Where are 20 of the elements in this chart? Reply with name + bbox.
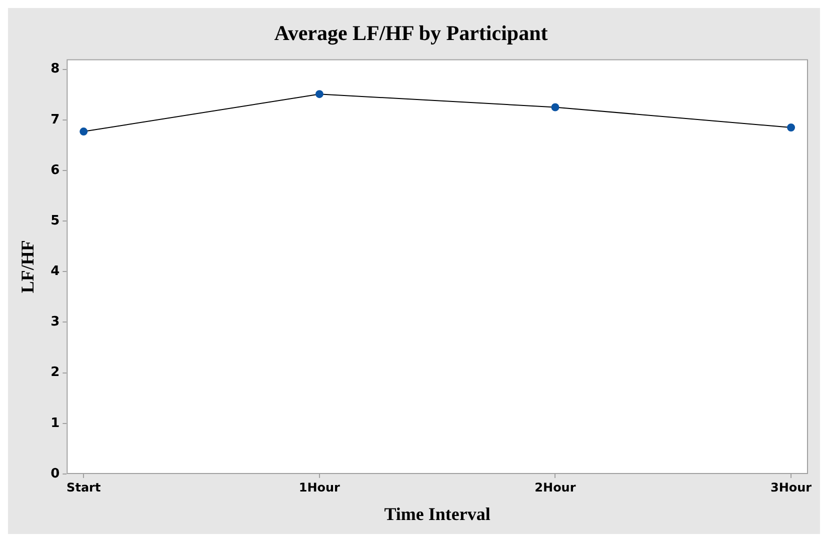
- x-axis-title: Time Interval: [384, 504, 490, 524]
- y-tick-label: 1: [50, 416, 60, 431]
- y-tick-label: 6: [50, 162, 60, 178]
- y-tick-label: 8: [50, 62, 60, 77]
- x-tick-label: Start: [66, 480, 101, 494]
- y-axis-title: LF/HF: [17, 240, 38, 294]
- point: [80, 128, 88, 136]
- point: [551, 103, 560, 112]
- chart-title: Average LF/HF by Participant: [274, 21, 548, 46]
- point: [787, 123, 796, 132]
- y-tick-label: 0: [50, 466, 60, 482]
- point: [315, 90, 324, 98]
- x-tick-label: 1Hour: [298, 480, 340, 494]
- y-tick-label: 4: [50, 264, 60, 280]
- y-tick-label: 7: [50, 112, 60, 128]
- y-tick-label: 5: [50, 213, 60, 228]
- y-tick-label: 2: [50, 365, 60, 380]
- x-tick-label: 2Hour: [534, 480, 576, 494]
- y-tick-label: 3: [50, 314, 60, 330]
- x-tick-label: 3Hour: [770, 480, 812, 494]
